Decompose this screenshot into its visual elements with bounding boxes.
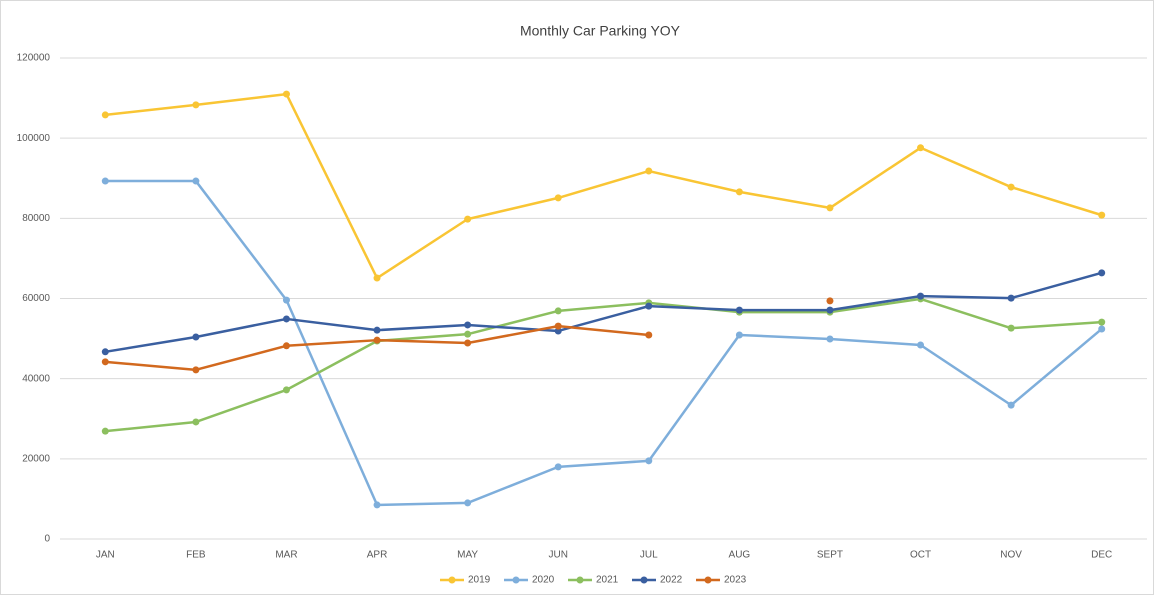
point bbox=[192, 101, 200, 109]
series-line bbox=[105, 297, 1102, 433]
point bbox=[192, 177, 200, 185]
legend-marker bbox=[512, 576, 520, 584]
legend-label: 2021 bbox=[596, 575, 619, 586]
point bbox=[101, 111, 109, 119]
point bbox=[554, 194, 562, 202]
point bbox=[373, 336, 381, 344]
point bbox=[282, 386, 290, 394]
x-tick-label: OCT bbox=[910, 550, 931, 561]
point bbox=[464, 330, 472, 338]
x-tick-label: DEC bbox=[1091, 550, 1112, 561]
x-tick-label: AUG bbox=[729, 550, 751, 561]
point bbox=[1007, 324, 1015, 332]
point bbox=[735, 331, 743, 339]
point bbox=[554, 322, 562, 330]
x-tick-label: APR bbox=[367, 550, 388, 561]
x-tick-label: MAR bbox=[275, 550, 297, 561]
chart-title: Monthly Car Parking YOY bbox=[520, 23, 681, 39]
series-line bbox=[105, 179, 1103, 507]
point bbox=[645, 331, 653, 339]
legend-label: 2020 bbox=[532, 575, 555, 586]
point bbox=[192, 333, 200, 341]
point bbox=[1007, 294, 1015, 302]
point bbox=[192, 418, 200, 426]
point bbox=[645, 167, 653, 175]
x-tick-label: FEB bbox=[186, 550, 206, 561]
point bbox=[1007, 183, 1015, 191]
point bbox=[917, 341, 925, 349]
point bbox=[101, 177, 109, 185]
point bbox=[101, 358, 109, 366]
point bbox=[101, 348, 109, 356]
legend-label: 2019 bbox=[468, 575, 491, 586]
point bbox=[645, 302, 653, 310]
y-tick-label: 120000 bbox=[17, 53, 51, 64]
point bbox=[554, 307, 562, 315]
point bbox=[554, 463, 562, 471]
point bbox=[1007, 401, 1015, 409]
point bbox=[101, 427, 109, 435]
point bbox=[464, 339, 472, 347]
y-tick-label: 60000 bbox=[22, 293, 50, 304]
series-line bbox=[105, 271, 1103, 354]
y-tick-label: 100000 bbox=[17, 133, 51, 144]
point bbox=[645, 457, 653, 465]
point bbox=[1098, 269, 1106, 277]
point bbox=[464, 215, 472, 223]
point bbox=[826, 335, 834, 343]
point bbox=[282, 315, 290, 323]
point bbox=[826, 297, 834, 305]
point bbox=[373, 326, 381, 334]
point bbox=[917, 292, 925, 300]
x-tick-label: JUN bbox=[548, 550, 567, 561]
series-line bbox=[105, 92, 1103, 280]
y-tick-label: 80000 bbox=[22, 213, 50, 224]
point bbox=[1098, 318, 1106, 326]
legend-label: 2022 bbox=[660, 575, 683, 586]
legend-marker bbox=[576, 576, 584, 584]
point bbox=[1098, 325, 1106, 333]
legend-marker bbox=[640, 576, 648, 584]
point bbox=[917, 144, 925, 152]
point bbox=[554, 327, 562, 335]
point bbox=[735, 306, 743, 314]
x-tick-label: SEPT bbox=[817, 550, 843, 561]
point bbox=[464, 499, 472, 507]
y-tick-label: 20000 bbox=[22, 453, 50, 464]
legend-marker bbox=[448, 576, 456, 584]
point bbox=[464, 321, 472, 329]
x-tick-label: JAN bbox=[96, 550, 115, 561]
x-tick-label: JUL bbox=[640, 550, 658, 561]
point bbox=[826, 306, 834, 314]
y-tick-label: 40000 bbox=[22, 373, 50, 384]
legend-label: 2023 bbox=[724, 575, 747, 586]
y-tick-label: 0 bbox=[44, 534, 50, 545]
point bbox=[826, 204, 834, 212]
point bbox=[373, 274, 381, 282]
x-tick-label: MAY bbox=[457, 550, 478, 561]
point bbox=[192, 366, 200, 374]
point bbox=[282, 342, 290, 350]
point bbox=[282, 296, 290, 304]
legend-marker bbox=[704, 576, 712, 584]
point bbox=[282, 90, 290, 98]
point bbox=[373, 501, 381, 509]
point bbox=[1098, 211, 1106, 219]
x-tick-label: NOV bbox=[1000, 550, 1022, 561]
point bbox=[735, 188, 743, 196]
